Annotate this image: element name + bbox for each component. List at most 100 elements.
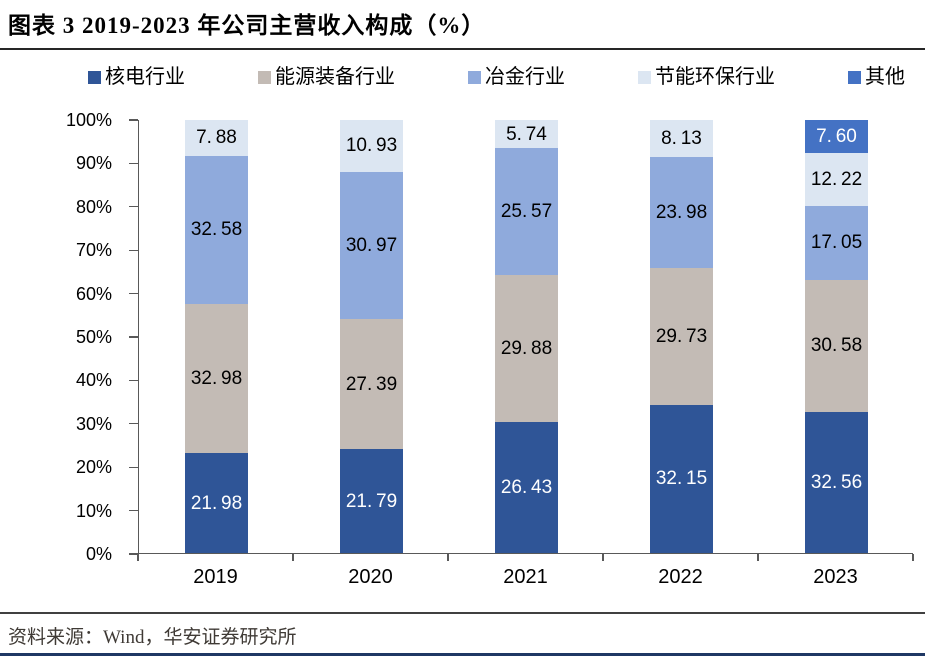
chart-legend: 核电行业 能源装备行业 冶金行业 节能环保行业 其他 (88, 64, 905, 90)
y-axis-tick-label: 60% (75, 283, 112, 304)
y-axis-tick-label: 10% (75, 500, 112, 521)
x-axis-tick-mark (912, 554, 914, 561)
stacked-bar-2020: 10. 93 30. 97 27. 39 21. 79 (340, 120, 403, 553)
bar-segment-核电行业: 26. 43 (495, 422, 558, 553)
bar-segment-节能环保行业: 7. 88 (185, 120, 248, 156)
y-axis-tick-mark (129, 119, 138, 121)
legend-label: 冶金行业 (485, 66, 565, 88)
source-divider-line (0, 612, 925, 614)
title-divider-line (0, 48, 925, 50)
data-label: 27. 39 (345, 373, 398, 395)
y-axis-tick-mark (129, 509, 138, 512)
y-axis-tick-mark (129, 292, 138, 295)
x-axis-tick-mark (447, 554, 449, 561)
legend-label: 其他 (865, 66, 905, 88)
legend-swatch-icon (258, 70, 271, 84)
y-axis-tick-mark (129, 553, 138, 555)
data-label: 8. 13 (661, 128, 702, 150)
x-axis-category-label: 2022 (658, 566, 703, 588)
x-axis-category-label: 2020 (348, 566, 393, 588)
data-label: 23. 98 (655, 202, 708, 224)
data-label: 30. 97 (345, 235, 398, 257)
x-axis-tick-mark (292, 554, 294, 561)
bar-segment-能源装备行业: 29. 73 (650, 267, 713, 405)
data-label: 7. 88 (196, 127, 237, 149)
bar-segment-能源装备行业: 32. 98 (185, 303, 248, 454)
data-label: 25. 57 (500, 201, 553, 223)
data-label: 17. 05 (810, 232, 863, 254)
y-axis-tick-mark (129, 206, 138, 208)
data-label: 7. 60 (816, 125, 857, 147)
y-axis-tick-mark (129, 336, 138, 338)
y-axis-tick-label: 20% (75, 457, 112, 478)
bar-segment-能源装备行业: 30. 58 (805, 279, 868, 412)
bottom-accent-line (0, 653, 925, 656)
bar-segment-冶金行业: 23. 98 (650, 157, 713, 268)
bar-segment-冶金行业: 30. 97 (340, 171, 403, 320)
bar-segment-能源装备行业: 29. 88 (495, 274, 558, 423)
y-axis-tick-label: 80% (75, 196, 112, 217)
y-axis-tick-mark (129, 249, 138, 251)
data-label: 30. 58 (810, 335, 863, 357)
data-label: 5. 74 (506, 123, 547, 145)
bar-segment-节能环保行业: 12. 22 (805, 152, 868, 206)
data-label: 32. 98 (190, 367, 243, 389)
data-label: 32. 58 (190, 219, 243, 241)
bar-segment-其他: 7. 60 (805, 120, 868, 153)
legend-item-5: 其他 (848, 67, 905, 87)
data-label: 21. 79 (345, 490, 398, 512)
data-label: 21. 98 (190, 492, 243, 514)
data-label: 32. 15 (655, 468, 708, 490)
chart-title: 图表 3 2019-2023 年公司主营收入构成（%） (8, 13, 486, 38)
stacked-bar-2022: 8. 13 23. 98 29. 73 32. 15 (650, 120, 713, 553)
y-axis-tick-mark (129, 379, 138, 382)
legend-item-2: 能源装备行业 (258, 67, 395, 87)
bar-segment-节能环保行业: 5. 74 (495, 120, 558, 149)
legend-label: 核电行业 (105, 66, 185, 88)
legend-item-4: 节能环保行业 (638, 67, 775, 87)
y-axis-tick-label: 0% (85, 544, 112, 564)
y-axis-tick-label: 40% (75, 370, 112, 391)
bar-segment-核电行业: 21. 98 (185, 453, 248, 553)
stacked-bar-2021: 5. 74 25. 57 29. 88 26. 43 (495, 120, 558, 553)
y-axis-tick-label: 70% (75, 240, 112, 261)
data-label: 26. 43 (500, 477, 553, 499)
stacked-bar-2023: 7. 60 12. 22 17. 05 30. 58 32. 56 (805, 120, 868, 553)
legend-swatch-icon (638, 70, 651, 84)
x-axis-tick-mark (602, 554, 604, 561)
data-label: 29. 88 (500, 338, 553, 360)
bar-segment-节能环保行业: 8. 13 (650, 120, 713, 158)
x-axis-tick-mark (137, 554, 139, 561)
y-axis-tick-label: 30% (75, 413, 112, 434)
legend-swatch-icon (848, 70, 861, 84)
bar-segment-核电行业: 32. 56 (805, 412, 868, 553)
bar-segment-节能环保行业: 10. 93 (340, 120, 403, 172)
bar-segment-冶金行业: 25. 57 (495, 148, 558, 275)
bar-segment-核电行业: 21. 79 (340, 449, 403, 553)
legend-label: 能源装备行业 (275, 66, 395, 88)
y-axis-tick-label: 90% (75, 153, 112, 174)
legend-label: 节能环保行业 (655, 66, 775, 88)
data-label: 12. 22 (810, 168, 863, 190)
x-axis-category-label: 2019 (193, 566, 238, 588)
y-axis-tick-mark (129, 423, 138, 425)
bar-segment-核电行业: 32. 15 (650, 404, 713, 553)
stacked-bar-2019: 7. 88 32. 58 32. 98 21. 98 (185, 120, 248, 553)
x-axis-category-label: 2021 (503, 566, 548, 588)
y-axis-tick-label: 100% (65, 110, 112, 130)
bar-segment-能源装备行业: 27. 39 (340, 319, 403, 450)
data-label: 10. 93 (345, 135, 398, 157)
bar-segment-冶金行业: 17. 05 (805, 205, 868, 280)
bar-segment-冶金行业: 32. 58 (185, 155, 248, 304)
data-label: 32. 56 (810, 471, 863, 493)
legend-swatch-icon (468, 70, 481, 84)
source-note: 资料来源：Wind，华安证券研究所 (8, 627, 297, 648)
legend-item-1: 核电行业 (88, 67, 185, 87)
y-axis-tick-mark (129, 466, 138, 468)
legend-swatch-icon (88, 70, 101, 84)
x-axis-category-label: 2023 (813, 566, 858, 588)
data-label: 29. 73 (655, 325, 708, 347)
y-axis-tick-mark (129, 162, 138, 165)
